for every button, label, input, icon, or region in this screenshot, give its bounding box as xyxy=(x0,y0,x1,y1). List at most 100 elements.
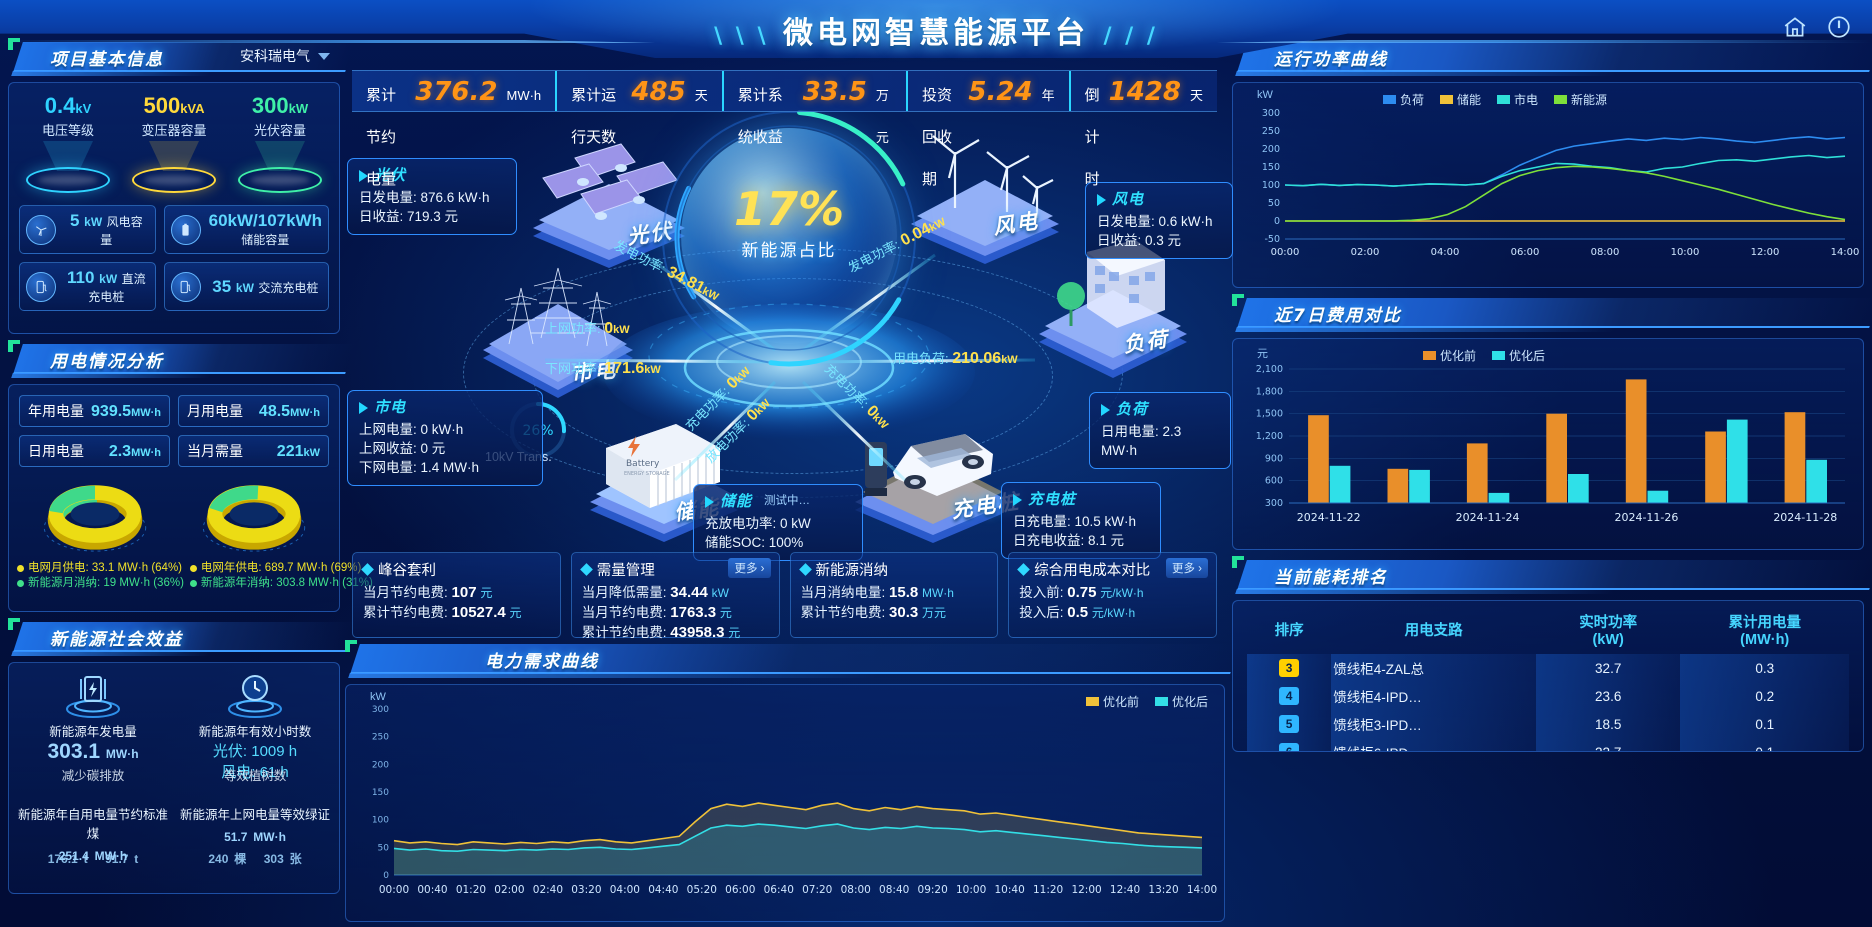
svg-text:02:00: 02:00 xyxy=(494,884,524,896)
arrow-icon xyxy=(1097,193,1106,206)
legend-item: 储能 xyxy=(1440,91,1481,108)
power-icon[interactable] xyxy=(1826,14,1852,40)
svg-text:0: 0 xyxy=(1274,216,1280,227)
demand-curve-chart: kW 优化前 优化后 0 50 100 150 200 250 300 00:00 00:40 01… xyxy=(345,684,1225,922)
svg-text:13:20: 13:20 xyxy=(1148,884,1178,896)
benefit-row: 累计节约电费: 10527.4 元 xyxy=(363,604,522,621)
legend-text: 电网年供电: 689.7 MW·h (69%) xyxy=(200,562,362,574)
legend-item: 市电 xyxy=(1497,91,1538,108)
svg-text:50: 50 xyxy=(378,843,390,853)
cone-icon xyxy=(149,141,199,171)
info-panel-wind: 风电 日发电量: 0.6 kW·h 日收益: 0.3 元 xyxy=(1085,182,1233,259)
ring-label: 变压器容量 xyxy=(141,123,207,138)
social-item-name: 新能源年发电量 xyxy=(49,725,137,739)
flow-label-export: 上网功率: 0kW xyxy=(545,318,630,338)
cell-rank: 4 xyxy=(1247,682,1332,710)
panel-header-demand: 电力需求曲线 xyxy=(345,640,1240,678)
mini-label: 交流充电桩 xyxy=(258,281,319,295)
benefit-card: 综合用电成本对比 更多 › 投入前: 0.75 元/kW·h 投入后: 0.5 元… xyxy=(1008,552,1217,638)
info-title: 充电桩 xyxy=(1028,491,1077,508)
solar-array-icon xyxy=(533,143,685,268)
social-items-bottom: 新能源年自用电量节约标准煤 251.4 MW·h 新能源年上网电量等效绿证 51… xyxy=(9,790,339,874)
corner-tag-icon xyxy=(8,618,20,630)
wind-turbine-icon xyxy=(26,215,56,245)
cell-rank: 5 xyxy=(1247,710,1332,738)
svg-text:06:00: 06:00 xyxy=(1511,247,1540,258)
cell-rank: 6 xyxy=(1247,738,1332,751)
kpi-item: 倒计时 1428 天 xyxy=(1071,71,1217,188)
svg-text:04:00: 04:00 xyxy=(1431,247,1460,258)
cell-power: 22.7 xyxy=(1535,738,1681,751)
cell-branch: 馈线柜6-IPD xyxy=(1331,738,1536,751)
legend-item: 新能源月消纳: 19 MW·h (36%) xyxy=(17,576,184,591)
kpi-value: 1428 xyxy=(1108,77,1181,107)
benefit-row: 投入后: 0.5 元/kW·h xyxy=(1019,604,1136,621)
col-energy: 累计用电量 (MW·h) xyxy=(1728,615,1801,648)
usage-donuts xyxy=(9,477,339,561)
more-button[interactable]: 更多 › xyxy=(1165,558,1208,578)
svg-text:08:40: 08:40 xyxy=(879,884,909,896)
panel-title-project: 项目基本信息 xyxy=(50,50,164,70)
usage-kv-value: 2.3MW·h xyxy=(108,443,161,460)
legend-swatch xyxy=(1554,95,1568,104)
page-title-text: 微电网智慧能源平台 xyxy=(783,16,1089,51)
table-row[interactable]: 4 馈线柜4-IPD… 23.6 0.2 xyxy=(1247,682,1849,710)
social-ghost-item: 减少碳排放 xyxy=(13,761,173,784)
social-item-unit: MW·h xyxy=(105,747,139,761)
kpi-label: 投资回收期 xyxy=(922,87,953,188)
svg-text:1,200: 1,200 xyxy=(1256,431,1283,442)
charger-icon xyxy=(170,272,201,302)
kpi-unit: 天 xyxy=(694,88,708,103)
table-row[interactable]: 6 馈线柜6-IPD 22.7 0.1 xyxy=(1247,738,1849,751)
info-row: 下网电量: 1.4 MW·h xyxy=(359,460,480,475)
legend-swatch xyxy=(1383,95,1396,104)
legend-dot xyxy=(17,565,24,572)
usage-kv: 当月需量 221kW xyxy=(178,435,329,467)
home-icon[interactable] xyxy=(1782,14,1808,40)
flow-label-import: 下网功率: 171.6kW xyxy=(545,358,661,378)
info-title: 负荷 xyxy=(1116,401,1149,418)
social-benefit-card: 新能源年发电量 303.1 MW·h 新能源年有效小时数 光伏: 1009 h … xyxy=(8,662,340,894)
social-item-name: 新能源年上网电量等效绿证 xyxy=(179,808,330,822)
diamond-icon xyxy=(798,563,812,576)
charger-icon xyxy=(26,272,56,302)
kpi-unit: MW·h xyxy=(506,88,542,103)
newenergy-ratio: 17% 新能源占比 xyxy=(681,182,897,261)
info-row: 日用电量: 2.3 MW·h xyxy=(1101,424,1182,458)
svg-text:150: 150 xyxy=(1262,162,1280,173)
info-row: 储能SOC: 100% xyxy=(705,535,804,550)
svg-text:150: 150 xyxy=(372,788,389,798)
more-button[interactable]: 更多 › xyxy=(728,558,771,578)
yearly-donut xyxy=(176,477,331,555)
social-ghost-unit: t xyxy=(83,852,88,866)
svg-text:05:20: 05:20 xyxy=(687,884,717,896)
info-row: 日充电收益: 8.1 元 xyxy=(1013,533,1125,548)
legend-item: 电网年供电: 689.7 MW·h (69%) xyxy=(189,561,373,576)
mini-label: 风电容量 xyxy=(100,215,143,247)
svg-text:2,100: 2,100 xyxy=(1256,364,1283,375)
svg-text:12:40: 12:40 xyxy=(1110,884,1140,896)
legend-text: 新能源月消纳: 19 MW·h (36%) xyxy=(28,577,184,589)
kpi-label: 倒计时 xyxy=(1084,87,1100,188)
benefit-row: 累计节约电费: 30.3 万元 xyxy=(800,604,947,621)
kpi-value: 376.2 xyxy=(415,77,498,107)
legend-dot xyxy=(189,565,197,572)
arrow-icon xyxy=(1101,403,1110,416)
header-glow xyxy=(524,0,1348,58)
table-row[interactable]: 3 馈线柜4-ZAL总 32.7 0.3 xyxy=(1247,654,1849,682)
cell-power: 18.5 xyxy=(1535,710,1681,738)
app-header: \ \ \ 微电网智慧能源平台 / / / xyxy=(0,0,1872,58)
clock-icon xyxy=(175,671,335,718)
project-selector[interactable]: 安科瑞电气 xyxy=(240,46,330,66)
flow-unit: kW xyxy=(1001,354,1018,366)
corner-tag-icon xyxy=(8,340,20,352)
arrow-icon xyxy=(359,401,368,414)
svg-text:07:20: 07:20 xyxy=(802,884,832,896)
info-panel-grid: 市电 上网电量: 0 kW·h 上网收益: 0 元 下网电量: 1.4 MW·h xyxy=(347,390,543,486)
ratio-label: 新能源占比 xyxy=(741,241,837,260)
table-row[interactable]: 5 馈线柜3-IPD… 18.5 0.1 xyxy=(1247,710,1849,738)
social-ghost-value: 176.1 xyxy=(47,852,78,866)
node-load: 负荷 xyxy=(1025,232,1200,380)
social-ghost-unit-2: t xyxy=(134,852,139,866)
cost-compare-chart: 元 优化前 优化后 300 600 900 1,200 1,500 1,800 2,100 20… xyxy=(1232,338,1864,550)
